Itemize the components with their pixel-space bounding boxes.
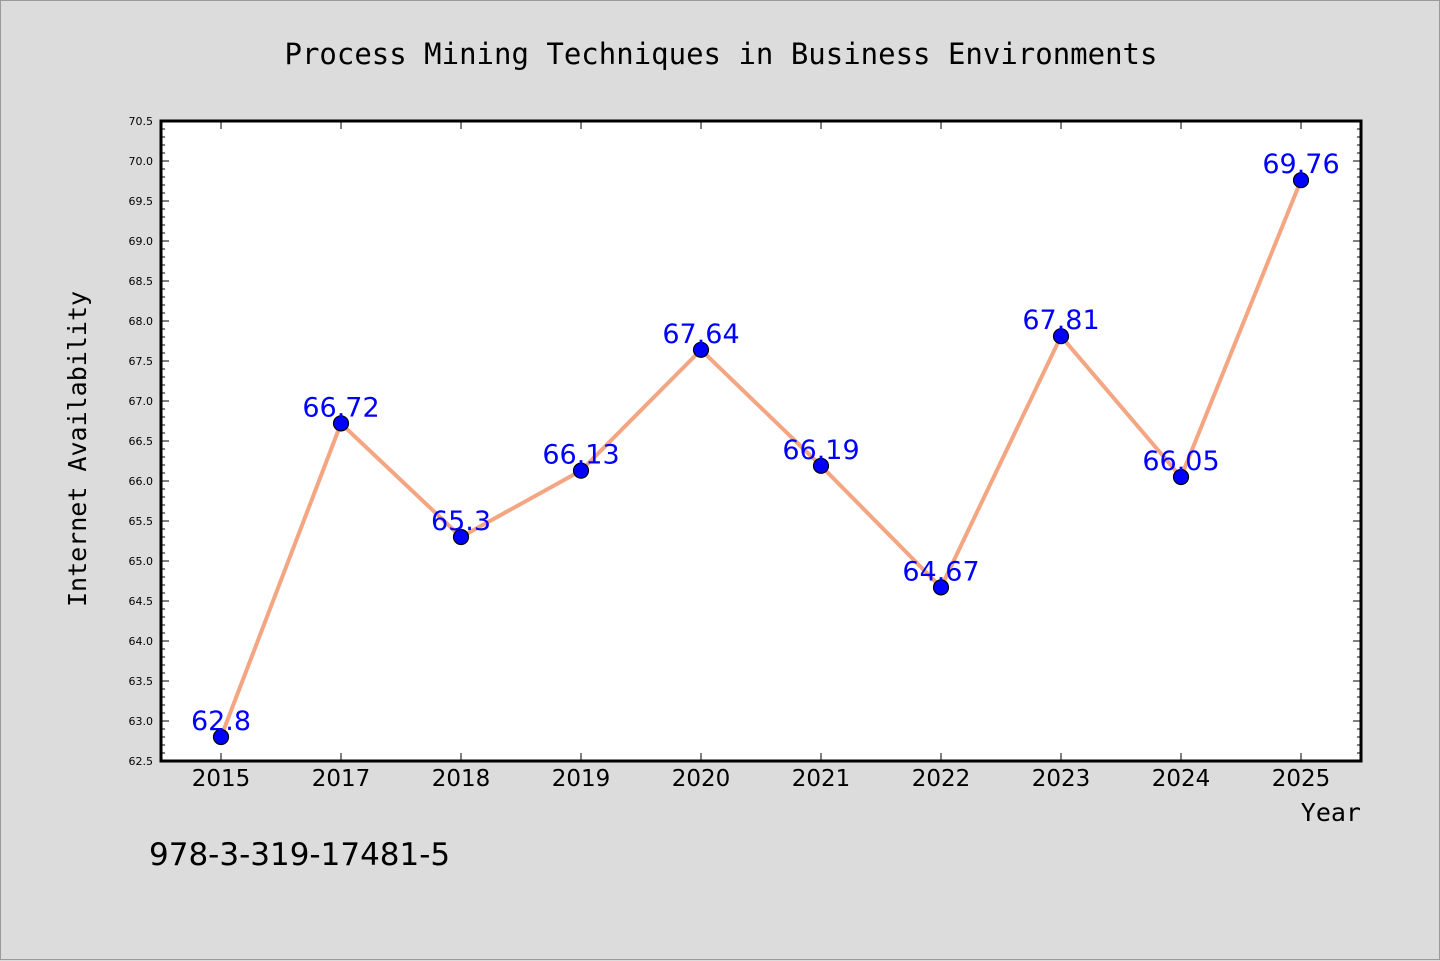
data-point <box>452 528 470 546</box>
y-tick-label: 62.5 <box>129 755 154 768</box>
footer-code: 978-3-319-17481-5 <box>149 837 450 873</box>
data-point <box>332 415 350 432</box>
data-label: 64.67 <box>902 556 979 587</box>
x-tick-label: 2015 <box>192 766 251 792</box>
data-point <box>812 457 830 474</box>
chart-title: Process Mining Techniques in Business En… <box>285 37 1158 71</box>
data-points <box>212 172 1310 746</box>
data-label: 67.81 <box>1022 305 1099 336</box>
y-tick-label: 67.5 <box>129 355 154 368</box>
x-tick-label: 2024 <box>1152 766 1211 792</box>
data-point <box>692 341 710 358</box>
data-label: 66.72 <box>302 392 379 423</box>
y-axis-label: Internet Availability <box>63 291 92 607</box>
plot-area <box>159 119 1363 763</box>
y-tick-label: 65.5 <box>129 515 154 528</box>
y-tick-label: 69.5 <box>129 195 154 208</box>
y-tick-label: 63.0 <box>129 715 154 728</box>
data-label: 65.3 <box>431 506 491 537</box>
y-tick-label: 65.0 <box>129 555 154 568</box>
y-axis: 62.5 63.0 63.5 64.0 64.5 65.0 65.5 66.0 66.5 67.0… <box>129 115 1361 768</box>
series-line <box>219 179 1303 738</box>
x-tick-label: 2023 <box>1032 766 1091 792</box>
x-tick-label: 2021 <box>792 766 851 792</box>
data-point <box>1292 172 1310 189</box>
x-axis: 2015 2017 2018 2019 2020 2021 2022 2023 2024 2025 <box>192 121 1331 792</box>
data-labels: 62.8 66.72 65.3 66.13 67.64 66.19 64.67 67.81 66… <box>191 149 1340 737</box>
y-tick-label: 66.0 <box>129 475 154 488</box>
data-point <box>1052 328 1070 345</box>
y-tick-label: 68.0 <box>129 315 154 328</box>
y-tick-label: 70.0 <box>129 155 154 168</box>
y-tick-label: 68.5 <box>129 275 154 288</box>
y-tick-label: 63.5 <box>129 675 154 688</box>
data-point <box>1172 468 1190 486</box>
data-label: 67.64 <box>662 319 739 350</box>
x-tick-label: 2017 <box>312 766 371 792</box>
data-label: 69.76 <box>1262 149 1339 180</box>
x-tick-label: 2025 <box>1272 766 1331 792</box>
data-label: 66.13 <box>542 440 619 471</box>
x-tick-label: 2018 <box>432 766 491 792</box>
x-tick-label: 2020 <box>672 766 731 792</box>
y-tick-label: 64.0 <box>129 635 154 648</box>
y-tick-label: 67.0 <box>129 395 154 408</box>
data-point <box>212 728 230 746</box>
x-tick-label: 2019 <box>552 766 611 792</box>
data-label: 66.19 <box>782 435 859 466</box>
x-tick-label: 2022 <box>912 766 971 792</box>
data-point <box>572 462 590 479</box>
data-label: 66.05 <box>1142 446 1219 477</box>
y-tick-label: 66.5 <box>129 435 154 448</box>
x-axis-label: Year <box>1301 798 1361 827</box>
data-label: 62.8 <box>191 706 251 737</box>
y-tick-label: 69.0 <box>129 235 154 248</box>
data-point <box>932 579 950 596</box>
y-tick-label: 64.5 <box>129 595 154 608</box>
y-tick-label: 70.5 <box>129 115 154 128</box>
